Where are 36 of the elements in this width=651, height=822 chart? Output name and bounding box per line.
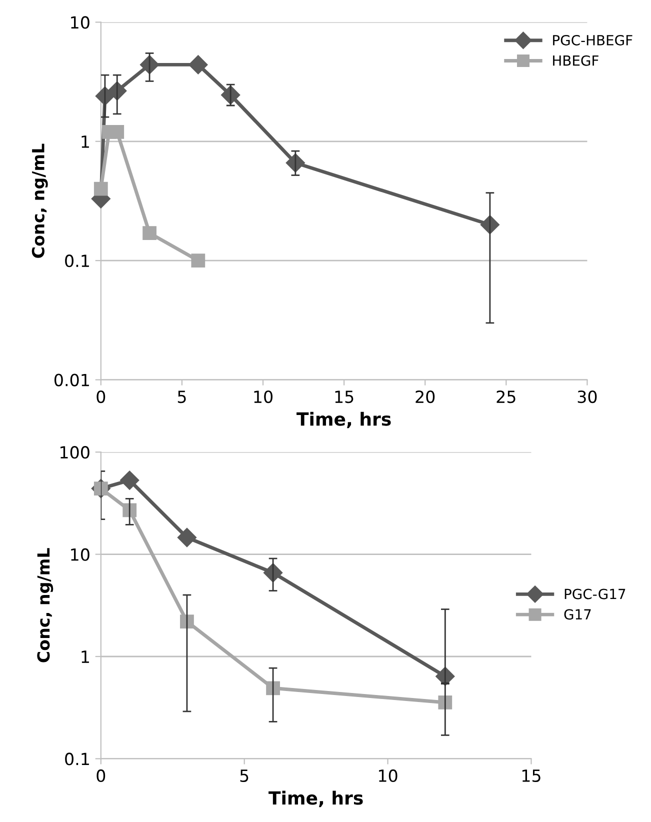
x-axis-title: Time, hrs: [268, 790, 363, 808]
y-tick-label: 100: [60, 446, 90, 459]
x-tick-label: 0: [96, 390, 106, 404]
legend-label: G17: [564, 609, 591, 620]
y-tick-label: 0.1: [65, 254, 89, 268]
legend-label: PGC-G17: [564, 588, 626, 600]
y-tick-label: 1: [82, 136, 89, 148]
x-axis-title: Time, hrs: [296, 412, 391, 428]
point: [142, 226, 156, 240]
point: [110, 125, 124, 139]
legend-label: HBEGF: [553, 55, 598, 66]
x-tick-label: 25: [496, 390, 516, 404]
x-tick-label: 10: [379, 769, 398, 782]
x-tick-label: 0: [96, 769, 106, 782]
y-tick-label: 10: [71, 548, 90, 561]
x-tick-label: 15: [522, 770, 540, 782]
x-tick-label: 20: [416, 390, 435, 404]
point: [177, 528, 196, 548]
x-tick-label: 30: [578, 390, 597, 404]
y-axis-title: Conc, ng/mL: [37, 548, 54, 662]
x-tick-label: 5: [178, 390, 186, 404]
x-tick-label: 10: [254, 390, 272, 404]
x-tick-label: 15: [335, 390, 354, 404]
point: [120, 470, 140, 490]
y-tick-label: 10: [71, 16, 90, 29]
x-tick-label: 5: [240, 770, 248, 782]
point: [266, 681, 280, 696]
y-axis-title: Conc, ng/mL: [32, 144, 48, 258]
point: [180, 614, 194, 628]
y-tick-label: 0.01: [54, 374, 89, 386]
y-tick-label: 1: [82, 650, 89, 663]
point: [191, 254, 206, 268]
point: [94, 182, 108, 196]
legend-label: PGC-HBEGF: [553, 34, 632, 46]
point: [188, 55, 208, 74]
y-tick-label: 0.1: [65, 752, 89, 766]
